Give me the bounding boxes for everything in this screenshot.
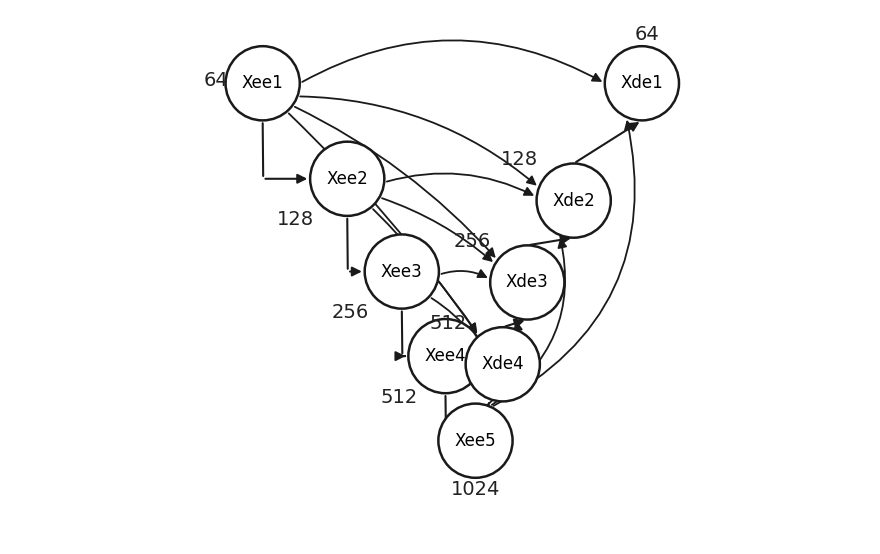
Text: 256: 256 (332, 303, 369, 322)
Text: 64: 64 (635, 25, 660, 44)
Text: 64: 64 (204, 71, 229, 90)
Text: 1024: 1024 (451, 480, 500, 499)
Circle shape (438, 404, 512, 478)
Text: Xde1: Xde1 (620, 74, 664, 93)
Text: Xee1: Xee1 (242, 74, 283, 93)
Text: 512: 512 (429, 314, 466, 333)
Circle shape (466, 327, 539, 402)
Text: Xee2: Xee2 (326, 170, 368, 188)
Circle shape (605, 46, 679, 120)
Text: 256: 256 (454, 232, 491, 251)
Circle shape (225, 46, 300, 120)
Text: 128: 128 (501, 150, 538, 169)
Circle shape (310, 142, 385, 216)
Text: 128: 128 (277, 210, 314, 229)
Text: 512: 512 (380, 388, 418, 407)
Text: Xee5: Xee5 (455, 432, 496, 450)
Text: Xde3: Xde3 (506, 274, 549, 291)
Circle shape (408, 319, 482, 393)
Circle shape (364, 234, 439, 309)
Text: Xee3: Xee3 (381, 263, 422, 280)
Circle shape (537, 163, 611, 238)
Text: Xee4: Xee4 (425, 347, 466, 365)
Text: Xde2: Xde2 (553, 192, 595, 209)
Text: Xde4: Xde4 (481, 355, 524, 373)
Circle shape (490, 245, 564, 320)
